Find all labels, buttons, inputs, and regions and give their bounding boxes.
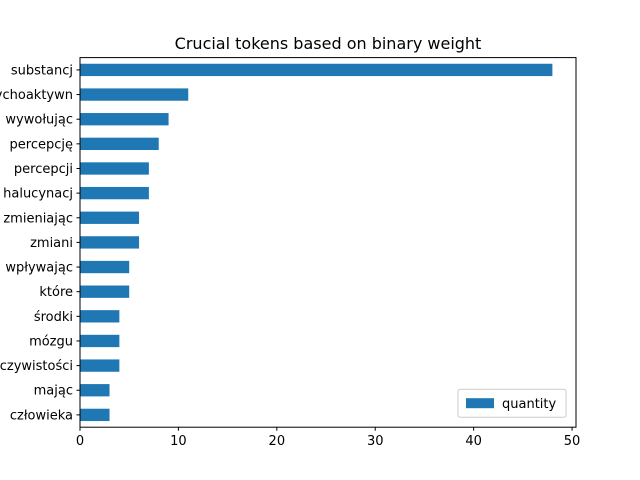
y-tick-label: mając bbox=[34, 384, 73, 399]
legend-swatch bbox=[466, 398, 494, 409]
bar-11 bbox=[80, 334, 120, 348]
y-tick-label: środki bbox=[34, 310, 73, 325]
bar-14 bbox=[80, 408, 110, 422]
y-tick-label: substancj bbox=[11, 63, 73, 78]
x-tick-label: 40 bbox=[465, 434, 482, 449]
x-tick-label: 10 bbox=[170, 434, 187, 449]
x-tick-label: 50 bbox=[564, 434, 581, 449]
bar-6 bbox=[80, 211, 140, 224]
bar-0 bbox=[80, 63, 553, 77]
bar-12 bbox=[80, 359, 120, 372]
bar-1 bbox=[80, 88, 189, 101]
bar-7 bbox=[80, 236, 140, 249]
x-tick-label: 30 bbox=[367, 434, 384, 449]
bar-4 bbox=[80, 162, 149, 175]
y-tick-label: które bbox=[39, 285, 73, 300]
y-tick-label: percepcję bbox=[10, 137, 73, 152]
x-tick-label: 0 bbox=[76, 434, 84, 449]
y-tick-label: człowieka bbox=[10, 408, 73, 423]
x-axis: 0 10 20 30 40 50 bbox=[76, 427, 580, 449]
x-tick-label: 20 bbox=[269, 434, 286, 449]
bar-8 bbox=[80, 260, 130, 274]
legend: quantity bbox=[457, 388, 567, 418]
bar-5 bbox=[80, 186, 149, 200]
bar-9 bbox=[80, 285, 130, 298]
bar-13 bbox=[80, 384, 110, 397]
y-tick-label: wywołując bbox=[5, 113, 73, 128]
chart-title: Crucial tokens based on binary weight bbox=[175, 34, 482, 53]
y-tick-label: halucynacj bbox=[3, 187, 73, 202]
bar-3 bbox=[80, 137, 159, 150]
y-tick-label: mózgu bbox=[29, 334, 73, 349]
plot-frame bbox=[79, 57, 577, 428]
bars-group bbox=[80, 63, 553, 422]
y-axis: substancj psychoaktywn wywołując percepcję p… bbox=[0, 63, 80, 423]
y-tick-label: zmiani bbox=[30, 236, 73, 251]
y-tick-label: zmieniając bbox=[3, 211, 73, 226]
y-tick-label: rzeczywistości bbox=[0, 359, 73, 374]
bar-2 bbox=[80, 113, 169, 126]
legend-label: quantity bbox=[502, 397, 557, 412]
y-tick-label: percepcji bbox=[14, 162, 73, 177]
legend-box bbox=[457, 388, 567, 418]
y-tick-label: psychoaktywn bbox=[0, 88, 73, 103]
y-tick-label: wpływając bbox=[5, 261, 73, 276]
bar-10 bbox=[80, 310, 120, 323]
